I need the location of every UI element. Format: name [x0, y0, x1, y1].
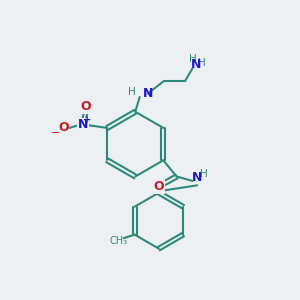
Text: H: H	[128, 87, 136, 97]
Text: −: −	[51, 128, 61, 138]
Text: N: N	[191, 58, 201, 71]
Text: +: +	[83, 115, 92, 125]
Text: O: O	[58, 122, 69, 134]
Text: CH₃: CH₃	[110, 236, 128, 245]
Text: N: N	[192, 171, 202, 184]
Text: O: O	[154, 180, 164, 193]
Text: H: H	[198, 58, 206, 68]
Text: N: N	[143, 87, 154, 100]
Text: H: H	[200, 169, 208, 179]
Text: N: N	[78, 118, 88, 131]
Text: H: H	[188, 54, 196, 64]
Text: O: O	[81, 100, 91, 113]
